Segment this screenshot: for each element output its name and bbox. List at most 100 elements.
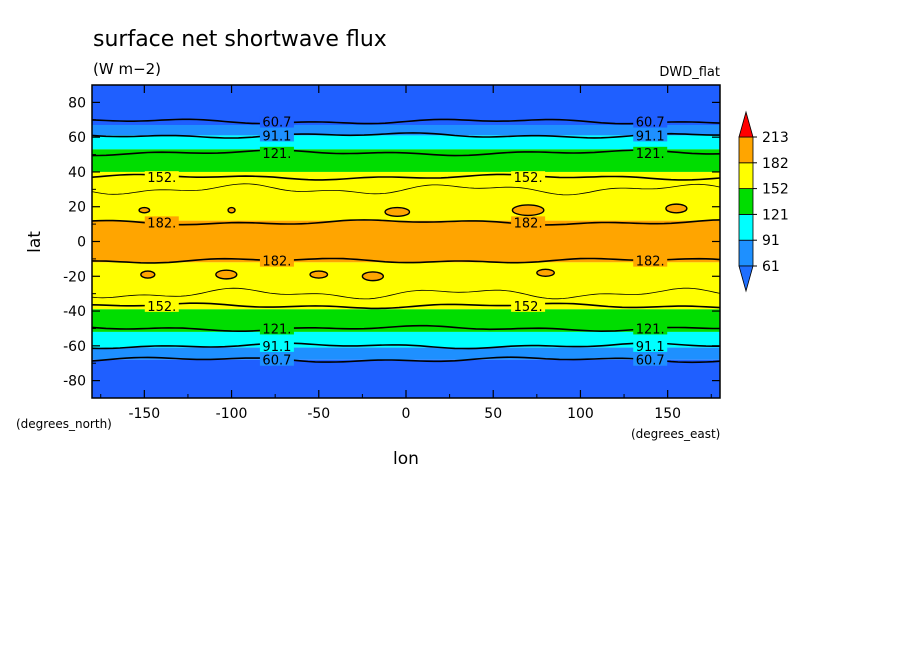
- contour-label: 91.1: [636, 340, 665, 355]
- contour-label: 91.1: [262, 129, 291, 144]
- contour-line-2: [91, 149, 721, 157]
- colorbar-label: 121: [762, 207, 789, 223]
- colorbar-label: 182: [762, 156, 789, 172]
- contour-label-bg-2-1: [633, 146, 668, 159]
- contour-line-3: [91, 173, 721, 181]
- colorbar-label: 152: [762, 182, 789, 198]
- x-tick-label: 0: [402, 406, 411, 422]
- contour-label-bg-2-0: [259, 146, 294, 159]
- contour-label: 60.7: [262, 116, 291, 131]
- contour-label: 60.7: [636, 116, 665, 131]
- x-tick-label: 100: [567, 406, 594, 422]
- colorbar-swatch-0: [738, 239, 754, 267]
- contour-label: 182.: [262, 255, 291, 270]
- contour-label-bg-0-1: [633, 115, 668, 128]
- flux-band-8: [92, 331, 720, 348]
- contour-label-bg-9-1: [633, 353, 668, 366]
- contour-label-bg-4-1: [511, 216, 546, 229]
- x-tick-label: 150: [654, 406, 681, 422]
- colorbar-above-arrow: [738, 110, 754, 138]
- contour-label: 121.: [636, 147, 665, 162]
- contour-label: 60.7: [262, 354, 291, 369]
- contour-label-bg-6-0: [144, 299, 179, 312]
- contour-line-8: [91, 342, 720, 350]
- contour-line-9: [91, 356, 721, 364]
- colorbar-swatch-4: [738, 136, 754, 164]
- contour-label: 121.: [636, 322, 665, 337]
- x-axis: -150 -100 -50 0 50 100 150: [100, 85, 712, 422]
- contour-label-bg-8-0: [259, 339, 294, 352]
- flux-band-3: [92, 149, 720, 172]
- contour-label-bg-1-1: [633, 129, 668, 142]
- y-tick-label: -20: [63, 269, 86, 285]
- contour-label: 152.: [514, 171, 543, 186]
- colorbar: 61 91 121 152 182 213: [738, 110, 789, 293]
- contour-label: 182.: [636, 255, 665, 270]
- flux-band-9: [92, 347, 720, 360]
- flux-band-2: [92, 135, 720, 150]
- x-tick-label: -50: [307, 406, 330, 422]
- contour-label: 182.: [514, 216, 543, 231]
- contour-label: 91.1: [262, 340, 291, 355]
- contour-label-bg-8-1: [633, 339, 668, 352]
- contour-line-4: [91, 219, 721, 226]
- y-unit-label: (degrees_north): [16, 417, 112, 431]
- chart-title: surface net shortwave flux: [93, 27, 387, 52]
- contour-line-5: [91, 257, 721, 264]
- contour-label-bg-9-0: [259, 353, 294, 366]
- contour-line-6: [91, 302, 721, 310]
- flux-maximum-2: [384, 206, 411, 217]
- contour-label: 121.: [262, 147, 291, 162]
- y-axis: -80 -60 -40 -20 0 20 40 60 80: [63, 84, 720, 399]
- contour-label-bg-5-0: [259, 254, 294, 267]
- y-tick-label: -60: [63, 339, 86, 355]
- y-tick-label: 60: [68, 130, 86, 146]
- flux-band-1: [92, 124, 720, 136]
- contour-label-bg-5-1: [633, 254, 668, 267]
- contour-line-0: [91, 118, 721, 125]
- y-tick-label: 20: [68, 200, 86, 216]
- contour-label: 152.: [514, 300, 543, 315]
- colorbar-label: 213: [762, 130, 789, 146]
- contour-line-7: [91, 324, 720, 333]
- contour-label-bg-3-0: [144, 171, 179, 184]
- colorbar-swatch-3: [738, 162, 754, 190]
- contour-label: 60.7: [636, 354, 665, 369]
- flux-band-5: [92, 220, 720, 263]
- x-tick-label: 50: [484, 406, 502, 422]
- flux-maximum-9: [536, 268, 555, 277]
- y-tick-label: -80: [63, 374, 86, 390]
- x-unit-label: (degrees_east): [631, 427, 720, 441]
- x-axis-label: lon: [393, 449, 419, 469]
- dataset-label: DWD_flat: [659, 65, 720, 80]
- contour-label: 152.: [147, 171, 176, 186]
- colorbar-label: 61: [762, 259, 780, 275]
- flux-maximum-1: [227, 206, 236, 214]
- x-tick-label: -150: [128, 406, 160, 422]
- thin-contour-1: [91, 287, 721, 300]
- contour-label: 121.: [262, 322, 291, 337]
- colorbar-swatch-2: [738, 188, 754, 215]
- flux-maximum-4: [665, 203, 688, 214]
- chart-units: (W m−2): [93, 60, 161, 78]
- flux-maximum-0: [138, 206, 151, 214]
- contour-label-bg-6-1: [511, 299, 546, 312]
- contour-label-bg-7-1: [633, 322, 668, 335]
- contour-label-bg-7-0: [259, 322, 294, 335]
- flux-maximum-7: [309, 270, 329, 279]
- colorbar-swatch-1: [738, 213, 754, 241]
- y-axis-label: lat: [25, 231, 45, 253]
- x-tick-label: -100: [216, 406, 248, 422]
- y-tick-label: 0: [77, 235, 86, 251]
- y-tick-label: -40: [63, 304, 86, 320]
- contour-label-bg-3-1: [511, 171, 546, 184]
- flux-band-6: [92, 262, 720, 310]
- flux-maximum-5: [140, 270, 156, 279]
- contour-line-1: [91, 132, 720, 139]
- flux-band-7: [92, 309, 720, 332]
- contour-label-bg-1-0: [259, 129, 294, 142]
- colorbar-below-arrow: [738, 265, 754, 293]
- contour-label: 91.1: [636, 129, 665, 144]
